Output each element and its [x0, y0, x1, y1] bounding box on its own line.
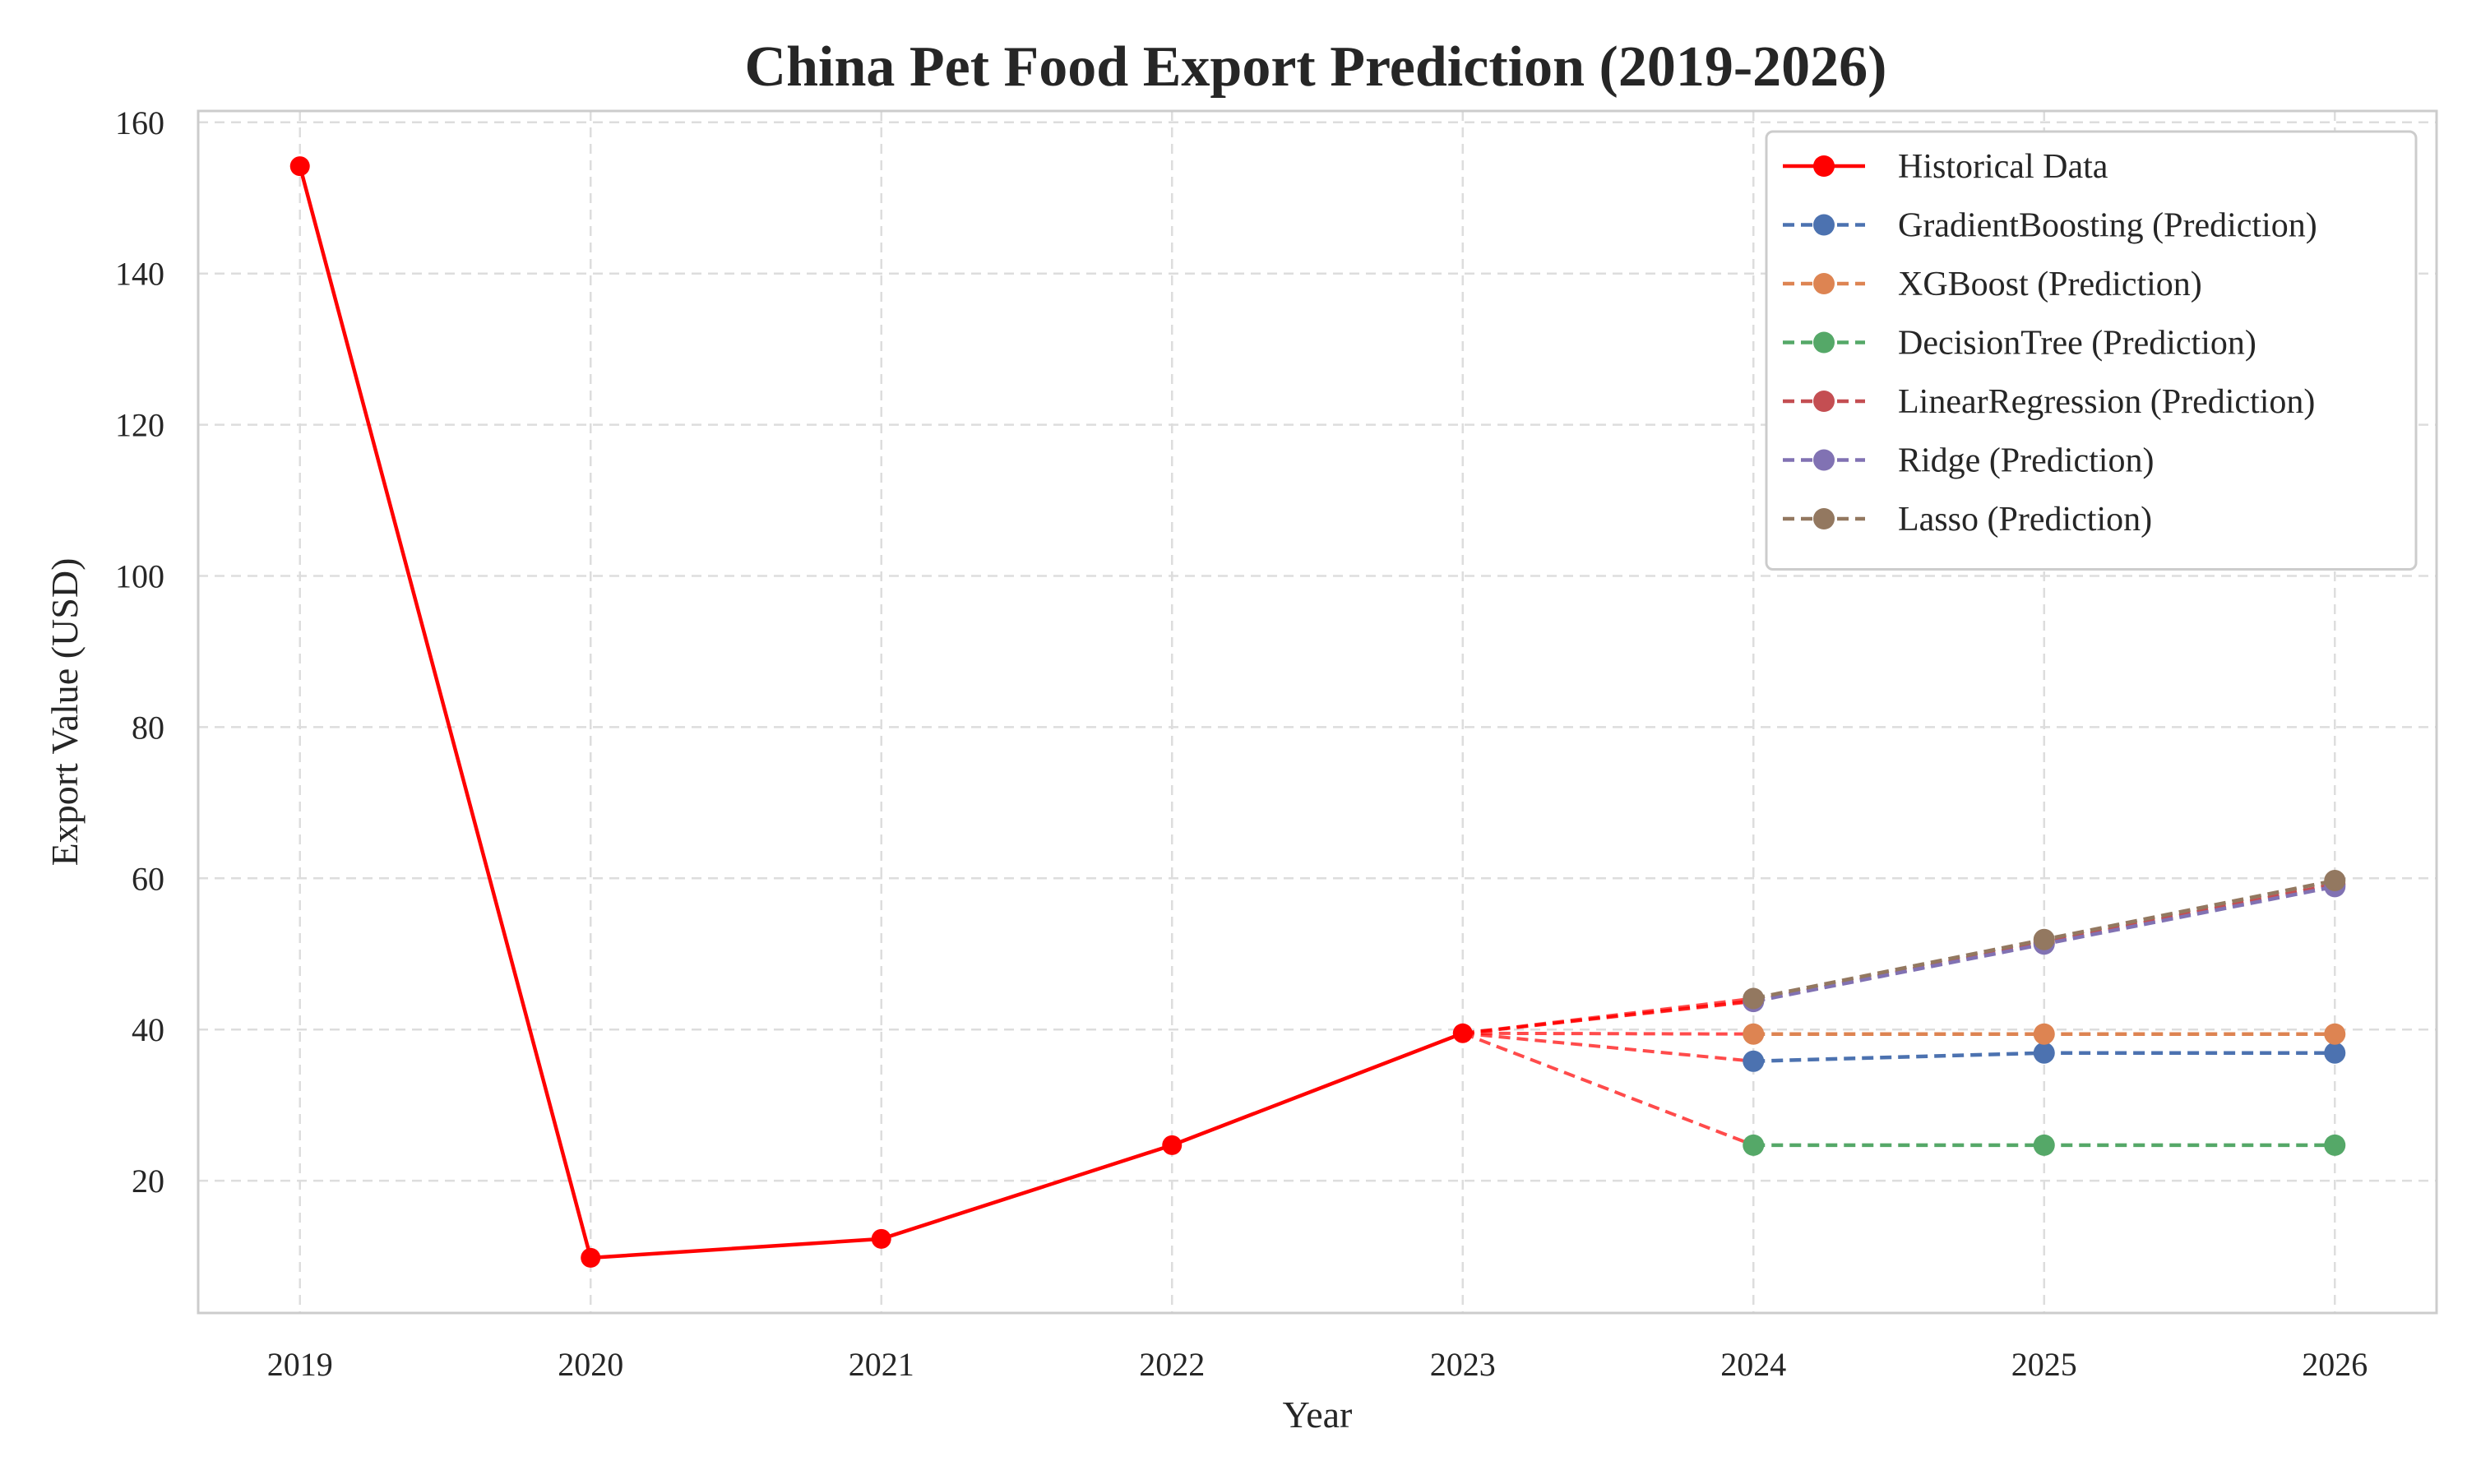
data-point	[2033, 928, 2055, 950]
series-lasso	[1743, 870, 2346, 1010]
legend-box	[1765, 130, 2418, 571]
legend-item-lasso: Lasso (Prediction)	[1783, 501, 2152, 539]
y-axis-ticks: 20 40 60 80 100 120 140 160	[115, 104, 164, 1200]
data-point	[1452, 1023, 1473, 1043]
legend-label: Historical Data	[1898, 148, 2108, 186]
legend-item-gradientboosting: GradientBoosting (Prediction)	[1783, 207, 2317, 245]
legend-item-ridge: Ridge (Prediction)	[1783, 442, 2154, 480]
prediction-connector-line	[1462, 1031, 1754, 1147]
series-historical-data	[289, 156, 1473, 1268]
legend-marker	[1813, 155, 1835, 177]
chart-title: China Pet Food Export Prediction (2019-2…	[745, 35, 1887, 99]
y-tick-label: 100	[115, 557, 164, 594]
data-point	[581, 1247, 601, 1268]
y-tick-label: 20	[132, 1163, 164, 1200]
series-layer	[289, 156, 2346, 1268]
y-axis-label: Export Value (USD)	[44, 558, 86, 867]
y-tick-label: 60	[132, 860, 164, 897]
legend-marker	[1813, 508, 1835, 529]
y-tick-label: 140	[115, 256, 164, 293]
legend-marker	[1813, 449, 1835, 471]
x-axis-label: Year	[1283, 1394, 1353, 1435]
prediction-connector-line	[1462, 1031, 1754, 1036]
x-axis-ticks: 2019 2020 2021 2022 2023 2024 2025 2026	[267, 1346, 2368, 1383]
data-point	[2033, 1042, 2055, 1064]
legend-marker	[1813, 391, 1835, 412]
legend-item-historical-data: Historical Data	[1783, 148, 2108, 186]
y-tick-label: 40	[132, 1011, 164, 1048]
data-point	[1162, 1135, 1183, 1155]
x-tick-label: 2024	[1720, 1346, 1786, 1383]
data-point	[871, 1228, 891, 1249]
series-decisiontree	[1743, 1134, 2346, 1156]
legend-label: LinearRegression (Prediction)	[1898, 383, 2315, 421]
legend-marker	[1813, 331, 1835, 354]
data-point	[2033, 1134, 2055, 1156]
data-point	[2324, 1023, 2346, 1045]
data-point	[1743, 1134, 1765, 1156]
data-point	[1743, 1023, 1765, 1045]
prediction-connector-line	[1462, 1031, 1754, 1063]
legend-label: Lasso (Prediction)	[1898, 501, 2152, 539]
x-tick-label: 2022	[1139, 1346, 1205, 1383]
y-tick-label: 160	[115, 104, 164, 141]
plot-area-frame	[197, 109, 2438, 1315]
legend-label: XGBoost (Prediction)	[1898, 266, 2202, 303]
x-tick-label: 2026	[2302, 1346, 2367, 1383]
data-point	[289, 156, 310, 177]
series-gradientboosting	[1743, 1042, 2346, 1072]
legend-label: GradientBoosting (Prediction)	[1898, 207, 2317, 245]
x-tick-label: 2023	[1430, 1346, 1496, 1383]
legend-item-linearregression: LinearRegression (Prediction)	[1783, 383, 2315, 421]
legend-item-decisiontree: DecisionTree (Prediction)	[1783, 325, 2256, 363]
x-tick-label: 2025	[2011, 1346, 2077, 1383]
legend-marker	[1813, 214, 1835, 236]
legend-label: Ridge (Prediction)	[1898, 442, 2154, 480]
legend: Historical Data GradientBoosting (Predict…	[1765, 130, 2418, 571]
data-point	[2324, 1134, 2346, 1156]
legend-item-xgboost: XGBoost (Prediction)	[1783, 266, 2202, 303]
legend-label: DecisionTree (Prediction)	[1898, 325, 2256, 363]
x-tick-label: 2019	[267, 1346, 333, 1383]
x-tick-label: 2020	[558, 1346, 623, 1383]
data-point	[2033, 1023, 2055, 1045]
y-tick-label: 120	[115, 407, 164, 444]
legend-marker	[1813, 273, 1835, 294]
prediction-connector-line	[1462, 996, 1754, 1035]
y-tick-label: 80	[132, 709, 164, 746]
series-xgboost	[1743, 1023, 2346, 1045]
data-point	[2324, 1042, 2346, 1064]
data-point	[1743, 987, 1765, 1010]
data-point	[1743, 1050, 1765, 1072]
x-tick-label: 2021	[849, 1346, 914, 1383]
data-point	[2324, 870, 2346, 892]
